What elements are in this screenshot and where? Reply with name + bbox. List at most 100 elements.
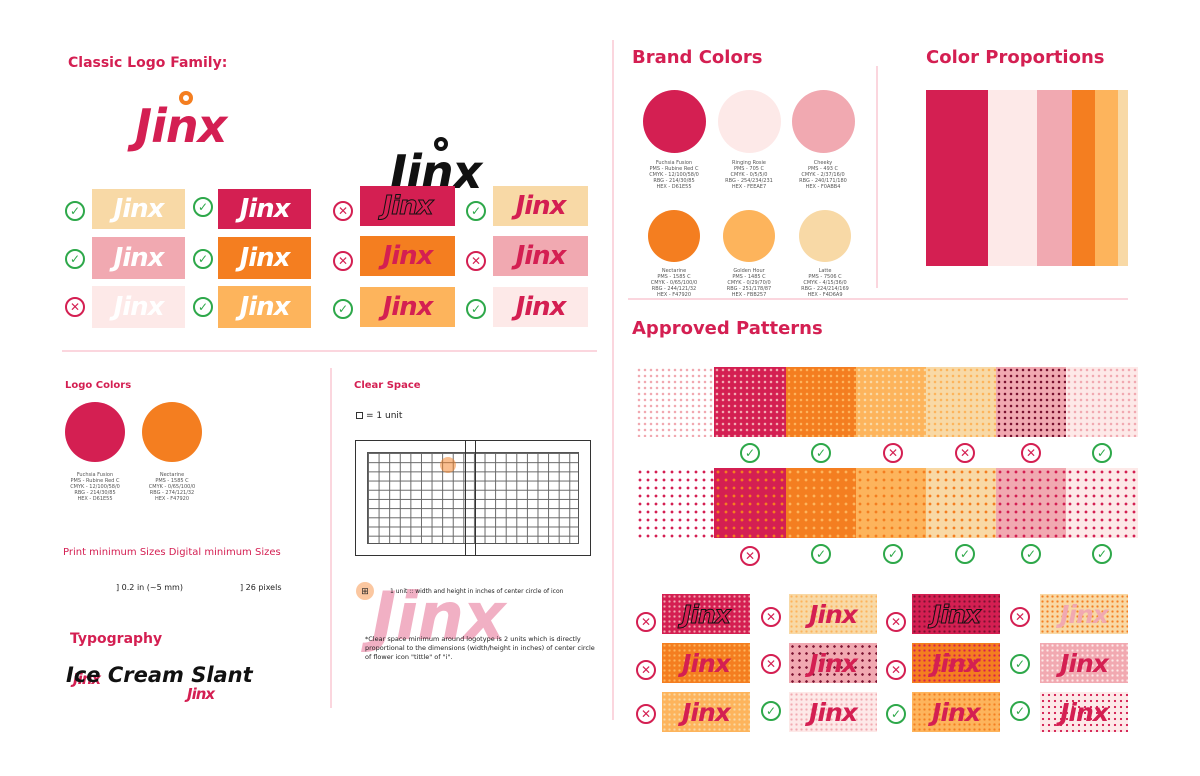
pattern-swatch — [856, 367, 926, 437]
pattern-swatch — [714, 468, 786, 538]
pattern-swatch — [786, 367, 856, 437]
logo-pattern-tile: Jinx — [662, 594, 750, 634]
swatch-golden-hour — [723, 210, 775, 262]
check-icon: ✓ — [1092, 544, 1112, 564]
swatch-fuchsia-fusion — [643, 90, 706, 153]
swatch-ringing-rosie — [718, 90, 781, 153]
logo-tile-nectarine: Jinx — [218, 237, 311, 279]
proportion-latte — [1118, 90, 1128, 266]
pattern-swatch — [996, 468, 1066, 538]
check-icon: ✓ — [886, 704, 906, 724]
logo-tile-fuchsia: Jinx — [218, 189, 311, 229]
logo-print-min: Jinx — [73, 670, 101, 688]
check-icon: ✓ — [193, 297, 213, 317]
logo-tile-rosie: Jinx — [92, 286, 185, 328]
logo-tile-rosie-pink: Jinx — [493, 287, 588, 327]
approved-patterns-title: Approved Patterns — [632, 318, 823, 339]
min-sizes-label: Print minimum Sizes Digital minimum Size… — [63, 547, 281, 558]
check-icon: ✓ — [761, 701, 781, 721]
logo-pattern-tile: Jinx — [789, 594, 877, 634]
swatch-caption: Fuchsia Fusion PMS - Rubine Red C CMYK - 1… — [70, 472, 120, 502]
unit-note: 1 unit :: width and height in inches of … — [390, 588, 564, 595]
logo-tile-fuchsia-outline: Jinx — [360, 186, 455, 226]
swatch-nectarine — [142, 402, 202, 462]
swatch-nectarine — [648, 210, 700, 262]
divider — [330, 368, 332, 708]
check-icon: ✓ — [466, 201, 486, 221]
pattern-swatch — [926, 367, 996, 437]
check-icon: ✓ — [740, 443, 760, 463]
cross-icon: ✕ — [886, 612, 906, 632]
logo-tile-golden-pink: Jinx — [360, 287, 455, 327]
check-icon: ✓ — [193, 197, 213, 217]
swatch-caption: Cheeky PMS - 493 C CMYK - 2/37/16/0 RBG - 2… — [799, 160, 847, 190]
pattern-swatch — [1066, 367, 1138, 437]
cross-icon: ✕ — [955, 443, 975, 463]
proportion-fuchsia — [926, 90, 988, 266]
check-icon: ✓ — [1010, 701, 1030, 721]
clear-space-grid — [367, 452, 579, 544]
cross-icon: ✕ — [636, 704, 656, 724]
proportion-golden — [1095, 90, 1118, 266]
pattern-swatch — [636, 367, 714, 437]
logo-pattern-tile: Jinx — [1040, 692, 1128, 732]
logo-tile-latte-pink: Jinx — [493, 186, 588, 226]
swatch-caption: Nectarine PMS - 1585 C CMYK - 0/65/100/0 RB… — [148, 472, 196, 502]
typography-font-name: Ice Cream Slant — [66, 663, 253, 687]
logo-pattern-tile: Jinx — [1040, 594, 1128, 634]
swatch-caption: Golden Hour PMS - 1485 C CMYK - 0/29/70/0 R… — [726, 268, 772, 298]
check-icon: ✓ — [1010, 654, 1030, 674]
pattern-swatch — [636, 468, 714, 538]
clear-space-footnote: *Clear space minimum around logotype is … — [365, 635, 595, 661]
check-icon: ✓ — [1092, 443, 1112, 463]
logo-pattern-tile: Jinx — [912, 692, 1000, 732]
proportion-rosie — [988, 90, 1037, 266]
brand-colors-title: Brand Colors — [632, 47, 763, 68]
typography-title: Typography — [70, 631, 163, 647]
unit-square-icon — [356, 412, 363, 419]
flower-unit-icon: ⊞ — [356, 582, 374, 600]
cross-icon: ✕ — [333, 251, 353, 271]
check-icon: ✓ — [811, 544, 831, 564]
clear-space-logo: Jinx — [372, 578, 506, 655]
cross-icon: ✕ — [1021, 443, 1041, 463]
swatch-caption: Fuchsia Fusion PMS - Rubine Red C CMYK - 1… — [649, 160, 699, 190]
logo-family-title: Classic Logo Family: — [68, 55, 228, 71]
divider — [876, 66, 878, 288]
flower-icon — [440, 457, 456, 473]
pattern-swatch — [926, 468, 996, 538]
logo-pattern-tile: Jinx — [912, 643, 1000, 683]
cross-icon: ✕ — [1010, 607, 1030, 627]
check-icon: ✓ — [65, 249, 85, 269]
pattern-swatch — [714, 367, 786, 437]
logo-tile-latte: Jinx — [92, 189, 185, 229]
divider — [612, 40, 614, 720]
check-icon: ✓ — [811, 443, 831, 463]
logo-digital-min: Jinx — [187, 685, 215, 703]
logo-tile-golden: Jinx — [218, 286, 311, 328]
clear-space-guide — [465, 440, 476, 556]
logo-tile-cheeky: Jinx — [92, 237, 185, 279]
check-icon: ✓ — [1021, 544, 1041, 564]
check-icon: ✓ — [466, 299, 486, 319]
cross-icon: ✕ — [886, 660, 906, 680]
proportion-nectarine — [1072, 90, 1095, 266]
logo-primary-pink: Jinx — [135, 91, 1200, 149]
proportion-cheeky — [1037, 90, 1072, 266]
swatch-latte — [799, 210, 851, 262]
check-icon: ✓ — [65, 201, 85, 221]
unit-legend: = 1 unit — [366, 411, 403, 421]
cross-icon: ✕ — [761, 607, 781, 627]
swatch-caption: Ringing Rosie PMS - 705 C CMYK - 0/5/5/0 RB… — [725, 160, 773, 190]
cross-icon: ✕ — [761, 654, 781, 674]
logo-tile-nectarine-pink: Jinx — [360, 236, 455, 276]
cross-icon: ✕ — [466, 251, 486, 271]
swatch-caption: Nectarine PMS - 1585 C CMYK - 0/65/100/0 RB… — [650, 268, 698, 298]
digital-min-value: ] 26 pixels — [240, 583, 282, 592]
logo-pattern-tile: Jinx — [789, 692, 877, 732]
logo-tile-cheeky-pink: Jinx — [493, 236, 588, 276]
logo-pattern-tile: Jinx — [662, 692, 750, 732]
cross-icon: ✕ — [636, 612, 656, 632]
print-min-value: ] 0.2 in (~5 mm) — [116, 583, 183, 592]
cross-icon: ✕ — [740, 546, 760, 566]
